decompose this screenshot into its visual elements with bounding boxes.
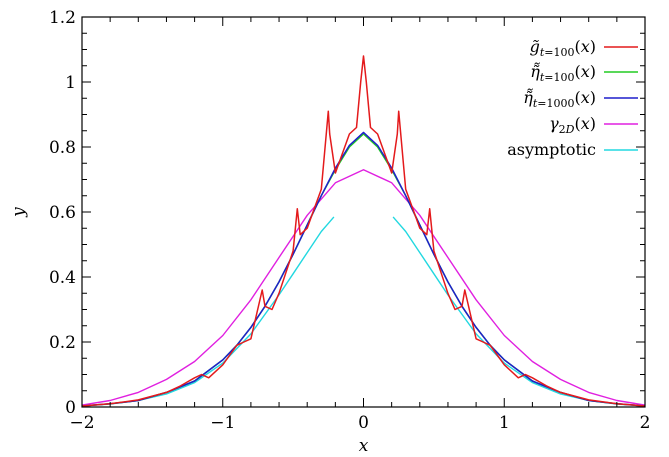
legend-label-g-t100: g̃t=100(x) <box>530 37 596 59</box>
x-axis-label: x <box>359 436 369 456</box>
x-tick-label: −1 <box>210 413 235 433</box>
legend-label-gamma-2d: γ2D(x) <box>549 114 596 136</box>
x-tick-label: 2 <box>640 413 651 433</box>
series-line-1 <box>81 133 646 407</box>
y-tick-label: 0.6 <box>49 203 76 223</box>
legend-label-asymptotic: asymptotic <box>507 140 596 159</box>
legend-swatches <box>604 46 638 151</box>
legend-label-eta-t100: η̃̃t=100(x) <box>530 62 596 84</box>
y-tick-label: 0.8 <box>49 138 76 158</box>
legend-label-eta-t1000: η̃̃t=1000(x) <box>523 88 596 110</box>
y-tick-label: 0.2 <box>49 333 76 353</box>
y-tick-label: 0.4 <box>49 268 76 288</box>
x-tick-label: 0 <box>358 413 369 433</box>
series-line-3 <box>81 168 646 406</box>
x-tick-label: 1 <box>499 413 510 433</box>
x-tick-label: −2 <box>69 413 94 433</box>
y-tick-label: 1.2 <box>49 8 76 28</box>
y-tick-label: 1 <box>65 73 76 93</box>
ticks-layer: −2 −1 0 1 2 0 0.2 0.4 0.6 0.8 1 1.2 <box>49 8 650 433</box>
series-line-2 <box>81 131 646 407</box>
y-axis-label: y <box>9 207 29 218</box>
series-layer <box>81 55 646 407</box>
y-tick-label: 0 <box>65 398 76 418</box>
series-line-0 <box>81 55 646 407</box>
legend: g̃t=100(x) η̃̃t=100(x) η̃̃t=1000(x) γ2D(… <box>507 37 596 159</box>
